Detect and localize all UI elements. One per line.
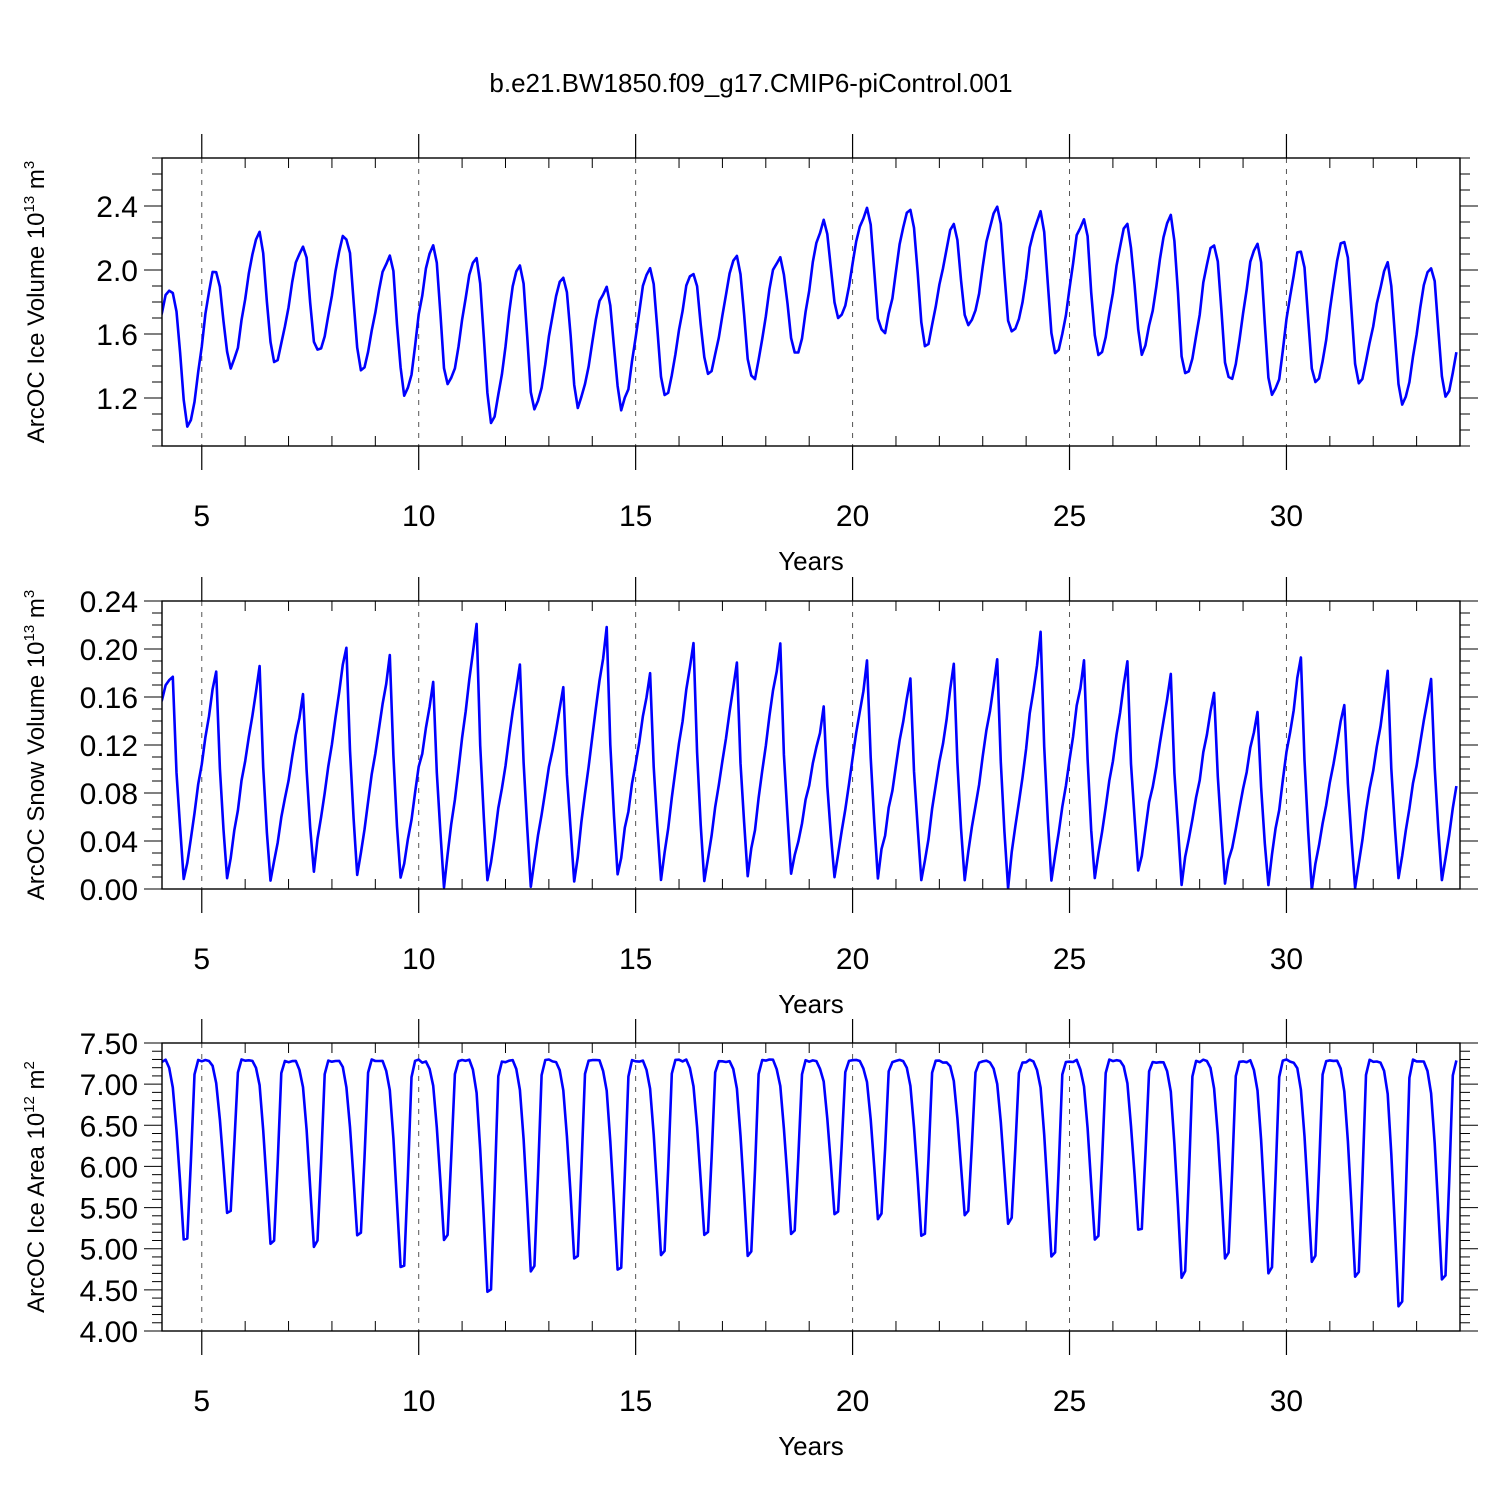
y-axis-label-unit: m bbox=[23, 1069, 50, 1096]
chart-panel-ice-volume: 5 10 15 20 25 30 1.2 1.6 2.0 2.4 Years ArcOC Ice Vo… bbox=[21, 134, 1478, 576]
y-tick-label: 0.00 bbox=[80, 874, 138, 907]
y-tick-label: 0.20 bbox=[80, 634, 138, 667]
x-tick-label: 15 bbox=[619, 500, 652, 533]
y-tick-label: 0.24 bbox=[80, 586, 138, 619]
y-tick-label: 4.00 bbox=[80, 1316, 138, 1349]
y-axis-label: ArcOC Snow Volume 1013 m3 bbox=[21, 590, 50, 901]
y-axis-label-unit-exponent: 3 bbox=[21, 161, 38, 169]
y-axis-label-text: ArcOC Snow Volume 10 bbox=[23, 641, 50, 900]
chart-panel-snow-volume: 5 10 15 20 25 30 0.00 0.04 0.08 0.12 0.16 0.20 0.24 Y… bbox=[21, 577, 1478, 1019]
series-line-ice-volume bbox=[162, 205, 1458, 428]
y-axis-label-unit: m bbox=[23, 598, 50, 625]
y-tick-label: 0.08 bbox=[80, 778, 138, 811]
figure-title: b.e21.BW1850.f09_g17.CMIP6-piControl.001 bbox=[489, 68, 1012, 98]
y-tick-label: 0.16 bbox=[80, 682, 138, 715]
y-axis-label: ArcOC Ice Area 1012 m2 bbox=[21, 1061, 50, 1313]
y-tick-label: 1.2 bbox=[96, 383, 138, 416]
x-tick-label: 15 bbox=[619, 1385, 652, 1418]
x-tick-label: 5 bbox=[193, 500, 210, 533]
y-tick-label: 5.00 bbox=[80, 1234, 138, 1267]
x-axis-label: Years bbox=[778, 546, 844, 576]
y-tick-label: 0.12 bbox=[80, 730, 138, 763]
x-tick-label: 15 bbox=[619, 943, 652, 976]
x-tick-label: 25 bbox=[1053, 500, 1086, 533]
x-tick-label: 5 bbox=[193, 943, 210, 976]
x-tick-label: 20 bbox=[836, 500, 869, 533]
y-tick-label: 6.00 bbox=[80, 1151, 138, 1184]
y-tick-label: 6.50 bbox=[80, 1110, 138, 1143]
series-line-snow-volume bbox=[162, 622, 1458, 889]
y-tick-label: 4.50 bbox=[80, 1275, 138, 1308]
y-tick-label: 5.50 bbox=[80, 1193, 138, 1226]
y-tick-label: 7.00 bbox=[80, 1069, 138, 1102]
x-tick-label: 30 bbox=[1270, 943, 1303, 976]
x-tick-label: 30 bbox=[1270, 1385, 1303, 1418]
y-tick-label: 1.6 bbox=[96, 319, 138, 352]
x-tick-label: 20 bbox=[836, 1385, 869, 1418]
y-tick-label: 2.0 bbox=[96, 255, 138, 288]
plot-frame bbox=[161, 157, 1461, 447]
y-axis-label-unit-exponent: 2 bbox=[21, 1061, 38, 1069]
x-tick-label: 30 bbox=[1270, 500, 1303, 533]
y-tick-label: 2.4 bbox=[96, 191, 138, 224]
y-axis-label-exponent: 13 bbox=[21, 196, 38, 213]
x-tick-label: 10 bbox=[402, 1385, 435, 1418]
y-axis-label: ArcOC Ice Volume 1013 m3 bbox=[21, 161, 50, 443]
x-axis-label: Years bbox=[778, 989, 844, 1019]
plot-frame bbox=[161, 1042, 1461, 1332]
x-tick-label: 25 bbox=[1053, 1385, 1086, 1418]
x-tick-label: 25 bbox=[1053, 943, 1086, 976]
x-tick-label: 10 bbox=[402, 500, 435, 533]
y-tick-label: 7.50 bbox=[80, 1028, 138, 1061]
y-axis-label-unit: m bbox=[23, 169, 50, 196]
series-line-ice-area bbox=[162, 1058, 1458, 1308]
x-axis-label: Years bbox=[778, 1431, 844, 1461]
x-tick-label: 20 bbox=[836, 943, 869, 976]
chart-panel-ice-area: 5 10 15 20 25 30 4.00 4.50 5.00 5.50 6.00 6.50 7.00 7… bbox=[21, 1019, 1478, 1461]
y-axis-label-text: ArcOC Ice Area 10 bbox=[23, 1113, 50, 1313]
x-tick-label: 5 bbox=[193, 1385, 210, 1418]
y-axis-label-text: ArcOC Ice Volume 10 bbox=[23, 212, 50, 443]
x-tick-label: 10 bbox=[402, 943, 435, 976]
y-tick-label: 0.04 bbox=[80, 826, 138, 859]
y-axis-label-unit-exponent: 3 bbox=[21, 590, 38, 598]
plot-frame bbox=[161, 600, 1461, 890]
y-axis-label-exponent: 13 bbox=[21, 625, 38, 642]
y-axis-label-exponent: 12 bbox=[21, 1096, 38, 1113]
